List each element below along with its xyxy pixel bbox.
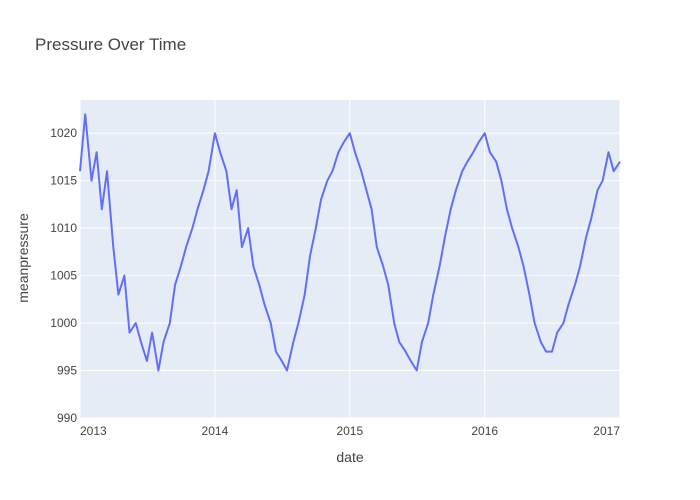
x-tick-label: 2015 [336, 424, 363, 438]
y-tick-label: 1020 [50, 126, 77, 140]
y-tick-label: 1010 [50, 221, 77, 235]
y-axis-title: meanpressure [15, 213, 31, 303]
y-tick-label: 995 [57, 364, 77, 378]
series-layer [79, 113, 621, 372]
series-line [79, 113, 621, 372]
y-tick-label: 1000 [50, 316, 77, 330]
y-tick-label: 1015 [50, 174, 77, 188]
x-axis-title: date [336, 449, 363, 465]
y-tick-label: 1005 [50, 269, 77, 283]
x-tick-label: 2014 [202, 424, 229, 438]
chart-title: Pressure Over Time [35, 35, 186, 54]
y-tick-label: 990 [57, 411, 77, 425]
x-tick-label: 2016 [471, 424, 498, 438]
x-tick-label: 2013 [80, 424, 107, 438]
tick-labels: 990 995 1000 1005 1010 1015 1020 2013 2014 2015 20… [50, 126, 620, 438]
x-tick-label: 2017 [593, 424, 620, 438]
